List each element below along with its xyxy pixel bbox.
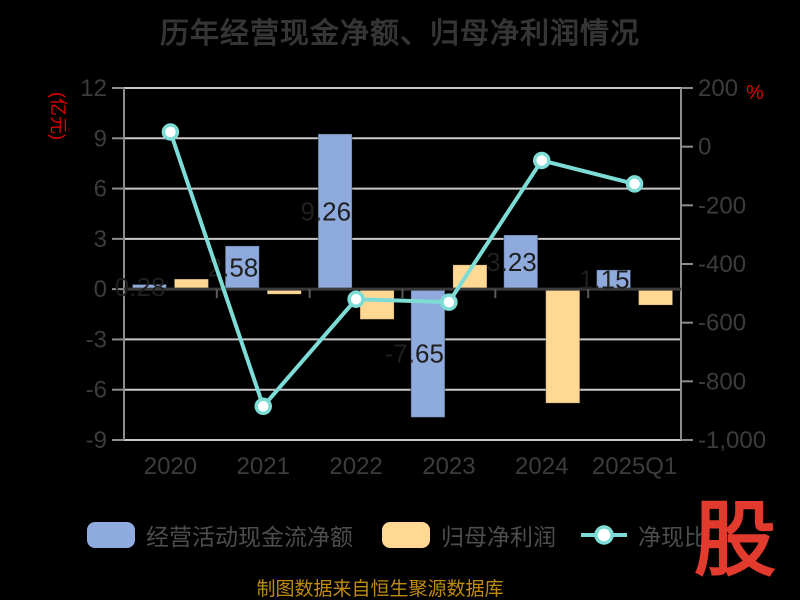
right-axis-tick-label: 200 <box>698 75 738 102</box>
bar-operating-cash-flow[interactable] <box>224 245 260 290</box>
bar-value-label: 1.15 <box>579 265 630 295</box>
right-axis-tick-label: -1,000 <box>698 427 766 454</box>
data-source-note: 制图数据来自恒生聚源数据库 <box>256 579 504 600</box>
chart-title: 历年经营现金净额、归母净利润情况 <box>159 18 640 50</box>
right-axis-tick-label: -600 <box>698 310 746 337</box>
x-axis-category-label: 2023 <box>422 453 475 480</box>
left-axis-tick-label: 0 <box>94 276 107 303</box>
legend-swatch-orange <box>382 522 430 548</box>
legend-item-cash-ratio[interactable]: 净现比 <box>581 518 707 552</box>
bar-value-label: 0.28 <box>115 272 166 302</box>
cash-ratio-point[interactable] <box>440 293 458 311</box>
cash-ratio-line <box>168 130 637 409</box>
plot-area: 12 9 6 3 0 -3 -6 -9 200 0 -200 -400 -600 -800 -1,000 20… <box>80 75 766 480</box>
right-axis-tick-label: 0 <box>698 134 711 161</box>
bar-net-profit[interactable] <box>638 288 674 306</box>
bar-net-profit[interactable] <box>173 278 209 290</box>
bar-value-label: -7.65 <box>385 338 444 368</box>
left-axis-tick-label: -3 <box>86 326 107 353</box>
legend-item-operating-cash-flow[interactable]: 经营活动现金流净额 <box>87 518 353 552</box>
legend-label-operating-cash-flow: 经营活动现金流净额 <box>146 524 353 550</box>
stock-logo: 股 <box>694 495 777 586</box>
cash-ratio-point[interactable] <box>254 397 272 416</box>
legend-line-marker-icon <box>581 525 627 545</box>
left-axis-tick-label: -6 <box>86 377 107 404</box>
x-axis-category-label: 2020 <box>144 453 197 480</box>
left-axis-tick-label: 12 <box>80 75 107 102</box>
cash-ratio-point[interactable] <box>625 175 644 193</box>
bar-net-profit[interactable] <box>359 288 395 320</box>
x-axis-category-label: 2021 <box>237 453 290 480</box>
right-axis-tick-label: -800 <box>698 368 746 395</box>
x-axis-category-label: 2025Q1 <box>592 453 677 480</box>
legend-item-net-profit[interactable]: 归母净利润 <box>382 518 556 552</box>
legend-label-net-profit: 归母净利润 <box>441 524 556 550</box>
legend-label-cash-ratio: 净现比 <box>638 524 707 550</box>
legend: 经营活动现金流净额 归母净利润 净现比 <box>0 518 800 552</box>
left-axis-tick-label: 3 <box>94 226 107 253</box>
right-axis-tick-label: -200 <box>698 192 746 219</box>
left-axis-tick-label: -9 <box>86 427 107 454</box>
cash-ratio-point[interactable] <box>161 123 180 141</box>
cash-ratio-point[interactable] <box>347 290 365 308</box>
left-axis-tick-label: 6 <box>94 176 107 203</box>
bar-value-label: 3.23 <box>486 247 537 277</box>
cash-ratio-point[interactable] <box>533 151 551 170</box>
bar-net-profit[interactable] <box>545 288 581 404</box>
bar-value-label: 9.26 <box>300 197 351 227</box>
legend-swatch-blue <box>87 522 135 548</box>
x-axis-category-label: 2024 <box>515 453 568 480</box>
right-axis-unit-label: % <box>746 82 764 104</box>
right-axis-tick-label: -400 <box>698 251 746 278</box>
bar-operating-cash-flow[interactable] <box>410 288 446 418</box>
bar-operating-cash-flow[interactable] <box>503 234 539 290</box>
x-axis-category-label: 2022 <box>329 453 382 480</box>
left-axis-tick-label: 9 <box>94 125 107 152</box>
